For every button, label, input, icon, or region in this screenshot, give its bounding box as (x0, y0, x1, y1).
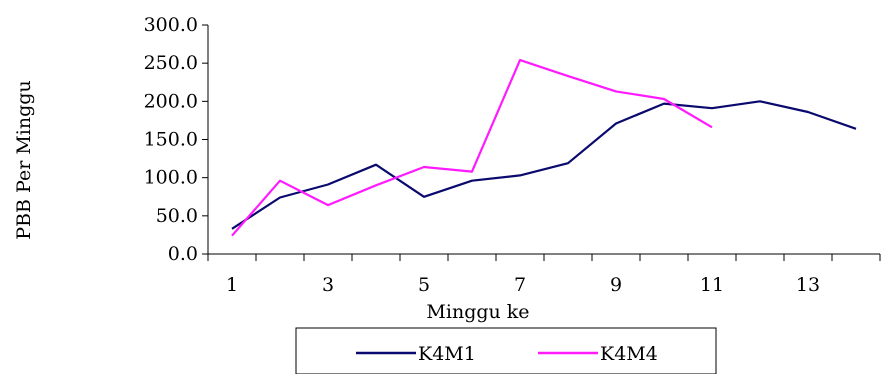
y-tick-label: 200.0 (144, 90, 198, 112)
y-tick-label: 150.0 (144, 129, 198, 151)
series-line-k4m4 (231, 58, 713, 237)
x-tick-label: 3 (322, 274, 334, 296)
x-axis-title: Minggu ke (426, 301, 529, 323)
y-tick-label: 100.0 (144, 167, 198, 189)
legend-label-k4m1: K4M1 (418, 343, 476, 365)
x-tick-label: 5 (418, 274, 430, 296)
x-tick-label: 11 (700, 274, 724, 296)
y-axis-title: PBB Per Minggu (13, 80, 35, 239)
y-tick-label: 0.0 (168, 243, 198, 265)
x-tick-label: 1 (226, 274, 238, 296)
series-lines (231, 58, 857, 237)
y-tick-label: 250.0 (144, 52, 198, 74)
y-axis: 0.0 50.0 100.0 150.0 200.0 250.0 300.0 (144, 14, 209, 265)
x-tick-label: 13 (796, 274, 820, 296)
series-line-k4m1 (231, 100, 857, 230)
x-tick-label: 7 (514, 274, 526, 296)
x-axis: 1 3 5 7 9 11 13 (207, 253, 881, 296)
y-tick-label: 300.0 (144, 14, 198, 36)
legend-box (295, 327, 717, 375)
y-tick-label: 50.0 (156, 205, 198, 227)
x-tick-label: 9 (610, 274, 622, 296)
legend: K4M1 K4M4 (295, 327, 717, 375)
legend-label-k4m4: K4M4 (600, 343, 658, 365)
